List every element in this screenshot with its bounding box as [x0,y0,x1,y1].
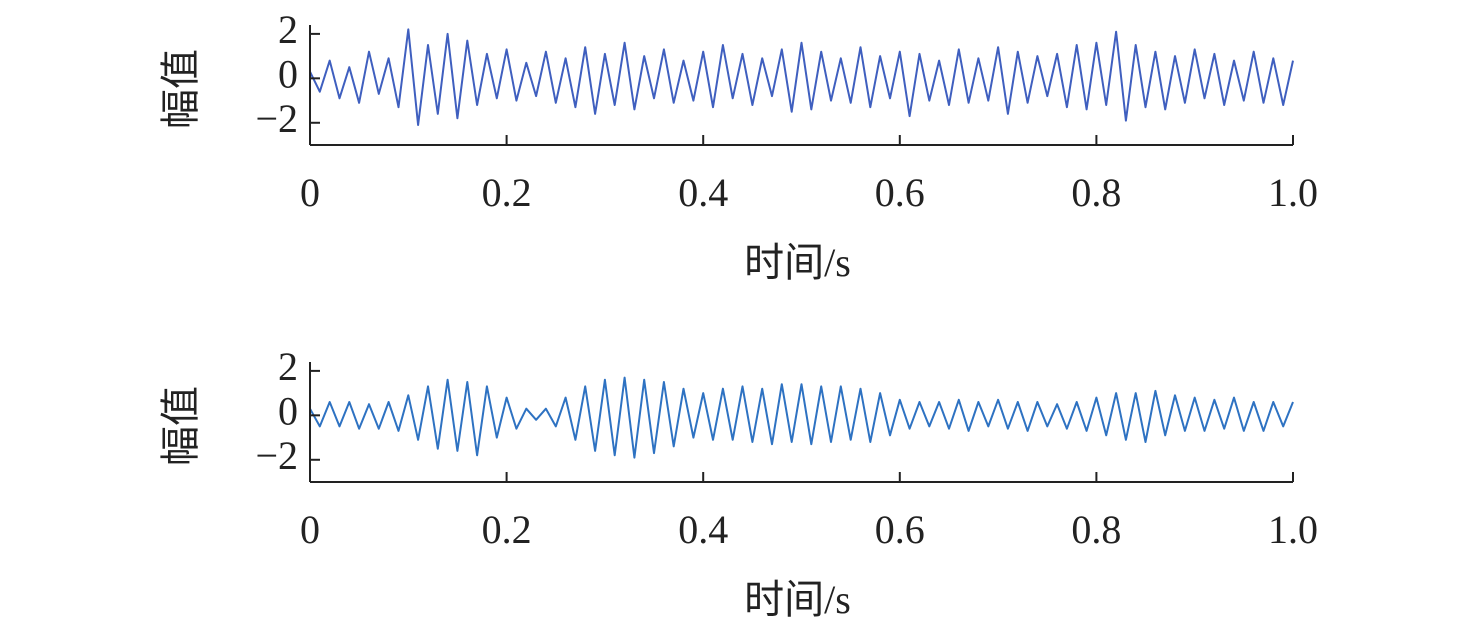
x-axis-label: 时间/s [744,240,851,285]
x-tick-label: 0.2 [482,170,532,215]
y-axis-label: 幅值 [158,49,203,129]
x-tick-label: 1.0 [1268,170,1318,215]
y-tick-label: 2 [278,344,298,389]
y-tick-label: −2 [255,433,298,478]
y-tick-label: −2 [255,96,298,141]
x-tick-label: 0.6 [875,507,925,552]
y-tick-label: 2 [278,7,298,52]
y-axis-label: 幅值 [158,386,203,466]
x-tick-label: 1.0 [1268,507,1318,552]
y-tick-label: 0 [278,52,298,97]
y-tick-label: 0 [278,389,298,434]
x-tick-label: 0.4 [678,507,728,552]
signal-line [309,28,1294,126]
x-tick-label: 0.2 [482,507,532,552]
x-tick-label: 0 [300,170,320,215]
x-axis-label: 时间/s [744,577,851,622]
signal-line [309,376,1294,459]
x-tick-label: 0.4 [678,170,728,215]
x-tick-label: 0.8 [1071,507,1121,552]
x-tick-label: 0 [300,507,320,552]
x-tick-label: 0.8 [1071,170,1121,215]
x-tick-label: 0.6 [875,170,925,215]
